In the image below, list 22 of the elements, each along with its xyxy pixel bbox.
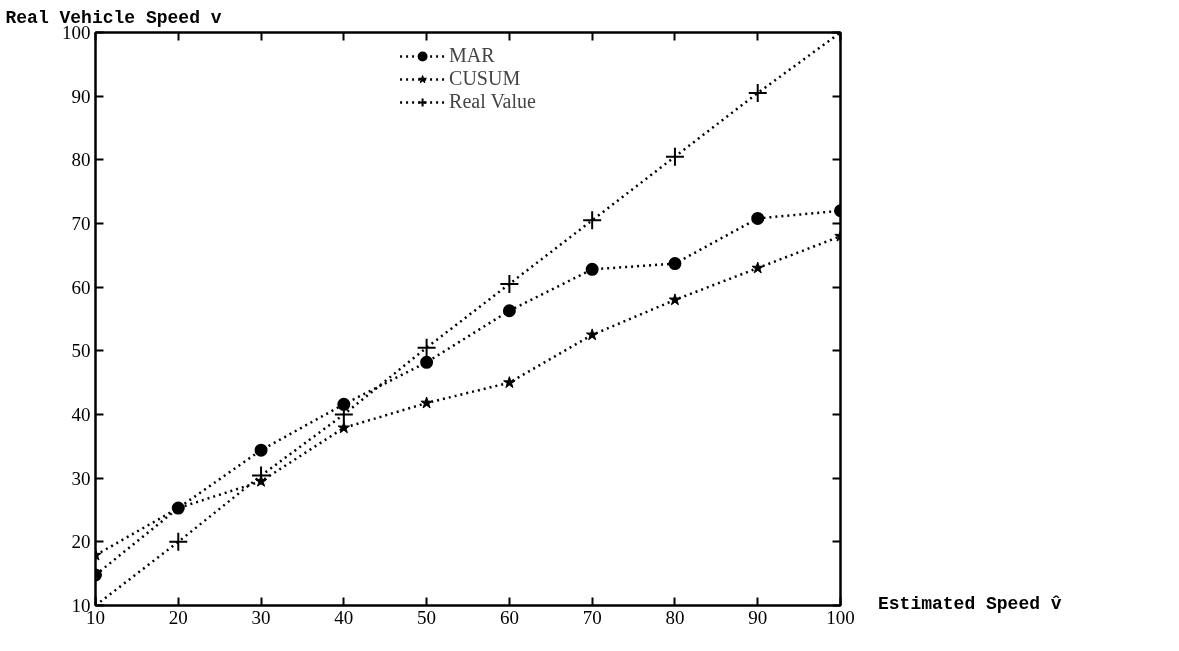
x-tick-label: 90: [748, 606, 768, 628]
x-tick-label: 30: [251, 606, 271, 628]
y-tick-label: 90: [71, 85, 91, 107]
y-tick-label: 80: [71, 149, 91, 171]
y-tick-label: 40: [71, 404, 91, 425]
y-tick-label: 70: [71, 213, 91, 234]
x-tick-label: 50: [417, 606, 437, 628]
y-tick-label: 20: [71, 531, 91, 553]
y-tick-label: 60: [71, 276, 91, 298]
x-tick-label: 80: [665, 606, 685, 628]
x-tick-label: 20: [168, 606, 188, 628]
y-tick-label: 100: [62, 22, 91, 43]
x-tick-label: 40: [334, 606, 354, 628]
x-axis-title: Estimated Speed v̂: [878, 593, 1062, 616]
legend-label: CUSUM: [449, 67, 521, 90]
y-tick-label: 30: [71, 467, 91, 489]
legend-label: Real Value: [449, 90, 536, 113]
y-tick-label: 50: [71, 340, 91, 362]
x-tick-label: 70: [582, 606, 602, 628]
legend-label: MAR: [449, 44, 495, 67]
x-tick-label: 60: [499, 606, 519, 628]
x-tick-label: 100: [826, 606, 855, 628]
